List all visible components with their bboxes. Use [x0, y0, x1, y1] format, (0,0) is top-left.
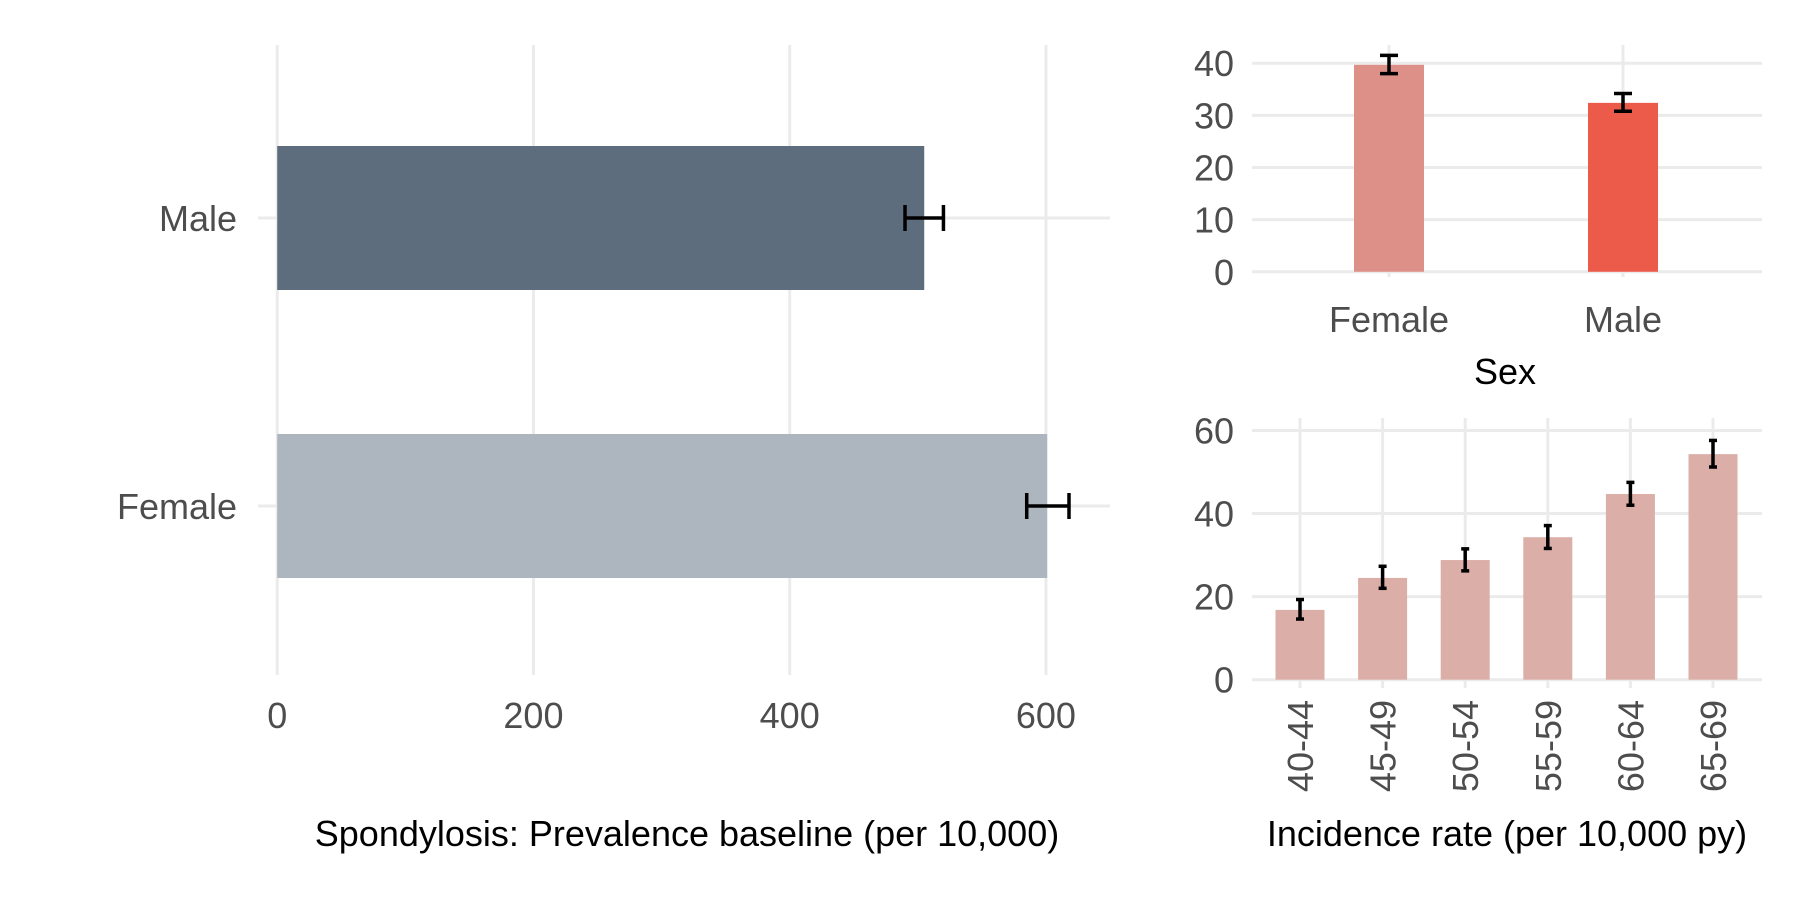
age-bar — [1523, 537, 1573, 680]
age-bar — [1275, 609, 1325, 680]
sex-y-tick-label: 10 — [1194, 200, 1234, 241]
sex-x-tick-label: Female — [1329, 299, 1449, 340]
prevalence-x-tick-label: 600 — [1016, 695, 1076, 736]
sex-y-tick-label: 0 — [1214, 252, 1234, 293]
prevalence-x-tick-label: 0 — [267, 695, 287, 736]
prevalence-x-tick-label: 400 — [760, 695, 820, 736]
age-x-tick-label: 65-69 — [1693, 700, 1734, 792]
age-x-tick-label: 60-64 — [1610, 700, 1651, 792]
sex-x-tick-label: Male — [1584, 299, 1662, 340]
prevalence-bar — [277, 434, 1048, 578]
sex-y-tick-label: 20 — [1194, 148, 1234, 189]
age-y-tick-label: 60 — [1194, 410, 1234, 451]
age-x-tick-label: 50-54 — [1445, 700, 1486, 792]
age-x-tick-label: 40-44 — [1280, 700, 1321, 792]
age-bar — [1440, 560, 1490, 680]
sex-bar — [1354, 64, 1424, 272]
prevalence-y-tick-label: Male — [159, 198, 237, 239]
age-x-tick-label: 45-49 — [1363, 700, 1404, 792]
sex-bar — [1588, 102, 1658, 272]
sex-y-tick-label: 30 — [1194, 95, 1234, 136]
incidence-x-axis-title: Incidence rate (per 10,000 py) — [1267, 813, 1747, 854]
prevalence-x-axis-title: Spondylosis: Prevalence baseline (per 10… — [315, 813, 1059, 854]
prevalence-x-tick-label: 200 — [503, 695, 563, 736]
prevalence-y-tick-label: Female — [117, 486, 237, 527]
sex-y-tick-label: 40 — [1194, 43, 1234, 84]
age-bar — [1688, 454, 1738, 680]
incidence-by-age-panel: 0 20 40 60 40-44 45-49 50-54 55-59 60-64 65-69 — [1194, 410, 1762, 792]
sex-x-axis-title: Sex — [1474, 351, 1536, 392]
age-bar — [1605, 494, 1655, 680]
prevalence-bar — [277, 146, 925, 290]
age-bar — [1358, 577, 1408, 680]
age-y-tick-label: 40 — [1194, 494, 1234, 535]
age-y-tick-label: 0 — [1214, 660, 1234, 701]
age-y-tick-label: 20 — [1194, 577, 1234, 618]
age-x-tick-label: 55-59 — [1528, 700, 1569, 792]
incidence-by-sex-panel: 0 10 20 30 40 Female Male — [1194, 43, 1762, 340]
prevalence-panel: 0 200 400 600 Male Female — [117, 45, 1110, 736]
